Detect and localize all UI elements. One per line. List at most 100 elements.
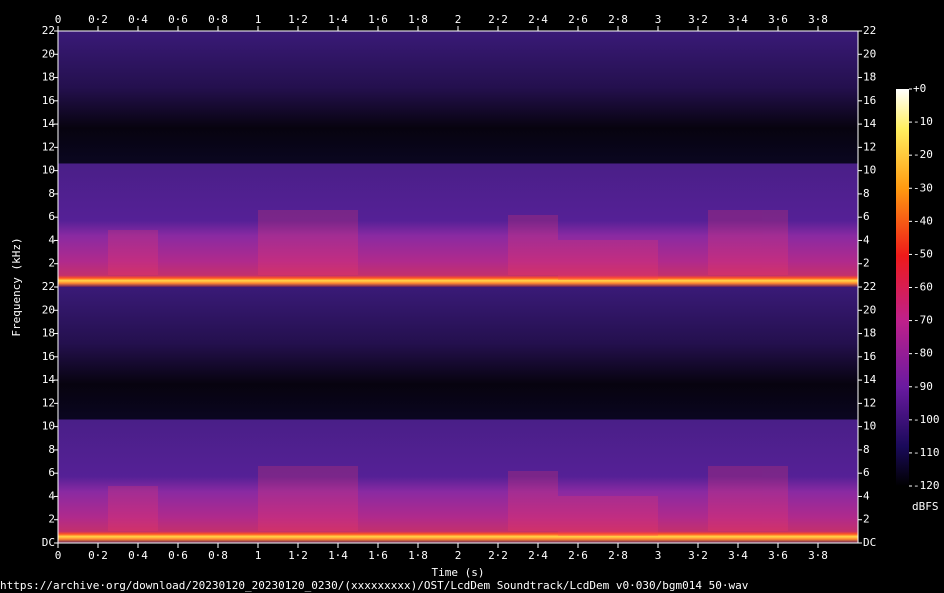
x-tick-label-top: 2·4 [528,13,548,26]
x-tick-label-top: 1·6 [368,13,388,26]
y-tick-label: 6 [48,466,55,479]
y-tick-label: DC [42,536,55,549]
x-tick-label-top: 3·2 [688,13,708,26]
x-tick-label-top: 2·6 [568,13,588,26]
y-tick-label-right: 2 [863,513,870,526]
y-tick-label: 4 [48,489,55,502]
y-tick-label-right: 4 [863,489,870,502]
channel-1-image [58,31,858,287]
y-tick-label: 16 [42,350,55,363]
colorbar-tick-label: -50 [913,247,933,260]
y-tick-label-right: 12 [863,140,876,153]
x-tick-label-top: 3 [655,13,662,26]
x-tick-label: 3 [655,549,662,562]
x-tick-label: 3·2 [688,549,708,562]
y-tick-label-right: 20 [863,303,876,316]
y-tick-label: 12 [42,140,55,153]
y-tick-label-right: 20 [863,47,876,60]
x-tick-label: 0·6 [168,549,188,562]
colorbar [896,89,909,486]
y-tick-label-right: 10 [863,420,876,433]
y-tick-label: 18 [42,71,55,84]
y-tick-label: 10 [42,164,55,177]
x-tick-label-top: 2·2 [488,13,508,26]
y-tick-label: 2 [48,257,55,270]
y-tick-label-right: 16 [863,350,876,363]
x-tick-label: 3·8 [808,549,828,562]
x-tick-label: 1·8 [408,549,428,562]
x-tick-label-top: 3·8 [808,13,828,26]
y-tick-label-right: 12 [863,396,876,409]
colorbar-tick-label: -120 [913,479,940,492]
y-tick-label-right: 10 [863,164,876,177]
footer: https://archive·org/download/20230120_20… [0,579,749,592]
x-tick-label: 1·4 [328,549,348,562]
x-tick-label: 2·6 [568,549,588,562]
colorbar-tick-label: -40 [913,214,933,227]
y-tick-label-right: 8 [863,443,870,456]
y-tick-label-right: 14 [863,117,877,130]
y-tick-label: 4 [48,233,55,246]
x-tick-label-top: 3·4 [728,13,748,26]
y-tick-label-right: 6 [863,466,870,479]
x-tick-label: 1·6 [368,549,388,562]
y-tick-label: 16 [42,94,55,107]
colorbar-tick-label: -20 [913,148,933,161]
texture [108,210,788,536]
x-tick-label-top: 2 [455,13,462,26]
colorbar-tick-label: -80 [913,347,933,360]
y-tick-label: 22 [42,24,55,37]
y-tick-label-right: DC [863,536,876,549]
y-tick-label: 22 [42,280,55,293]
x-tick-label: 2·2 [488,549,508,562]
colorbar-tick-label: +0 [913,82,926,95]
x-tick-label: 3·4 [728,549,748,562]
x-axis-label: Time (s) [432,566,485,579]
y-tick-label: 14 [42,117,56,130]
channel-2-image [58,287,858,543]
x-tick-label: 2·4 [528,549,548,562]
colorbar-tick-label: -70 [913,314,933,327]
y-tick-label: 6 [48,210,55,223]
y-tick-label-right: 22 [863,280,876,293]
x-tick-label-top: 0·2 [88,13,108,26]
x-tick-label-top: 3·6 [768,13,788,26]
colorbar-tick-label: -110 [913,446,940,459]
y-tick-label: 18 [42,327,55,340]
y-tick-label-right: 18 [863,327,876,340]
y-tick-label-right: 16 [863,94,876,107]
y-tick-label: 8 [48,187,55,200]
x-tick-label-top: 0·4 [128,13,148,26]
colorbar-tick-label: -100 [913,413,940,426]
colorbar-tick-label: -10 [913,115,933,128]
y-tick-label-right: 4 [863,233,870,246]
x-tick-label-top: 2·8 [608,13,628,26]
y-tick-label-right: 18 [863,71,876,84]
y-tick-label-right: 8 [863,187,870,200]
colorbar-tick-label: -30 [913,181,933,194]
x-tick-label-top: 1·2 [288,13,308,26]
y-tick-label: 12 [42,396,55,409]
x-tick-label: 1 [255,549,262,562]
x-tick-label-top: 1·8 [408,13,428,26]
x-tick-label: 0·4 [128,549,148,562]
x-tick-label: 1·2 [288,549,308,562]
x-tick-label-top: 0·8 [208,13,228,26]
colorbar-tick-label: -60 [913,281,933,294]
x-tick-label: 2 [455,549,462,562]
x-tick-label-top: 0·6 [168,13,188,26]
y-tick-label-right: 22 [863,24,876,37]
y-tick-label-right: 2 [863,257,870,270]
x-tick-label: 0·2 [88,549,108,562]
x-tick-label: 3·6 [768,549,788,562]
y-tick-label: 14 [42,373,56,386]
x-tick-label: 0·8 [208,549,228,562]
y-tick-label-right: 6 [863,210,870,223]
x-tick-label-top: 1 [255,13,262,26]
y-tick-label-right: 14 [863,373,877,386]
x-tick-label: 2·8 [608,549,628,562]
y-tick-label: 20 [42,303,55,316]
y-axis-label: Frequency (kHz) [10,237,23,336]
colorbar-label: dBFS [912,500,939,513]
